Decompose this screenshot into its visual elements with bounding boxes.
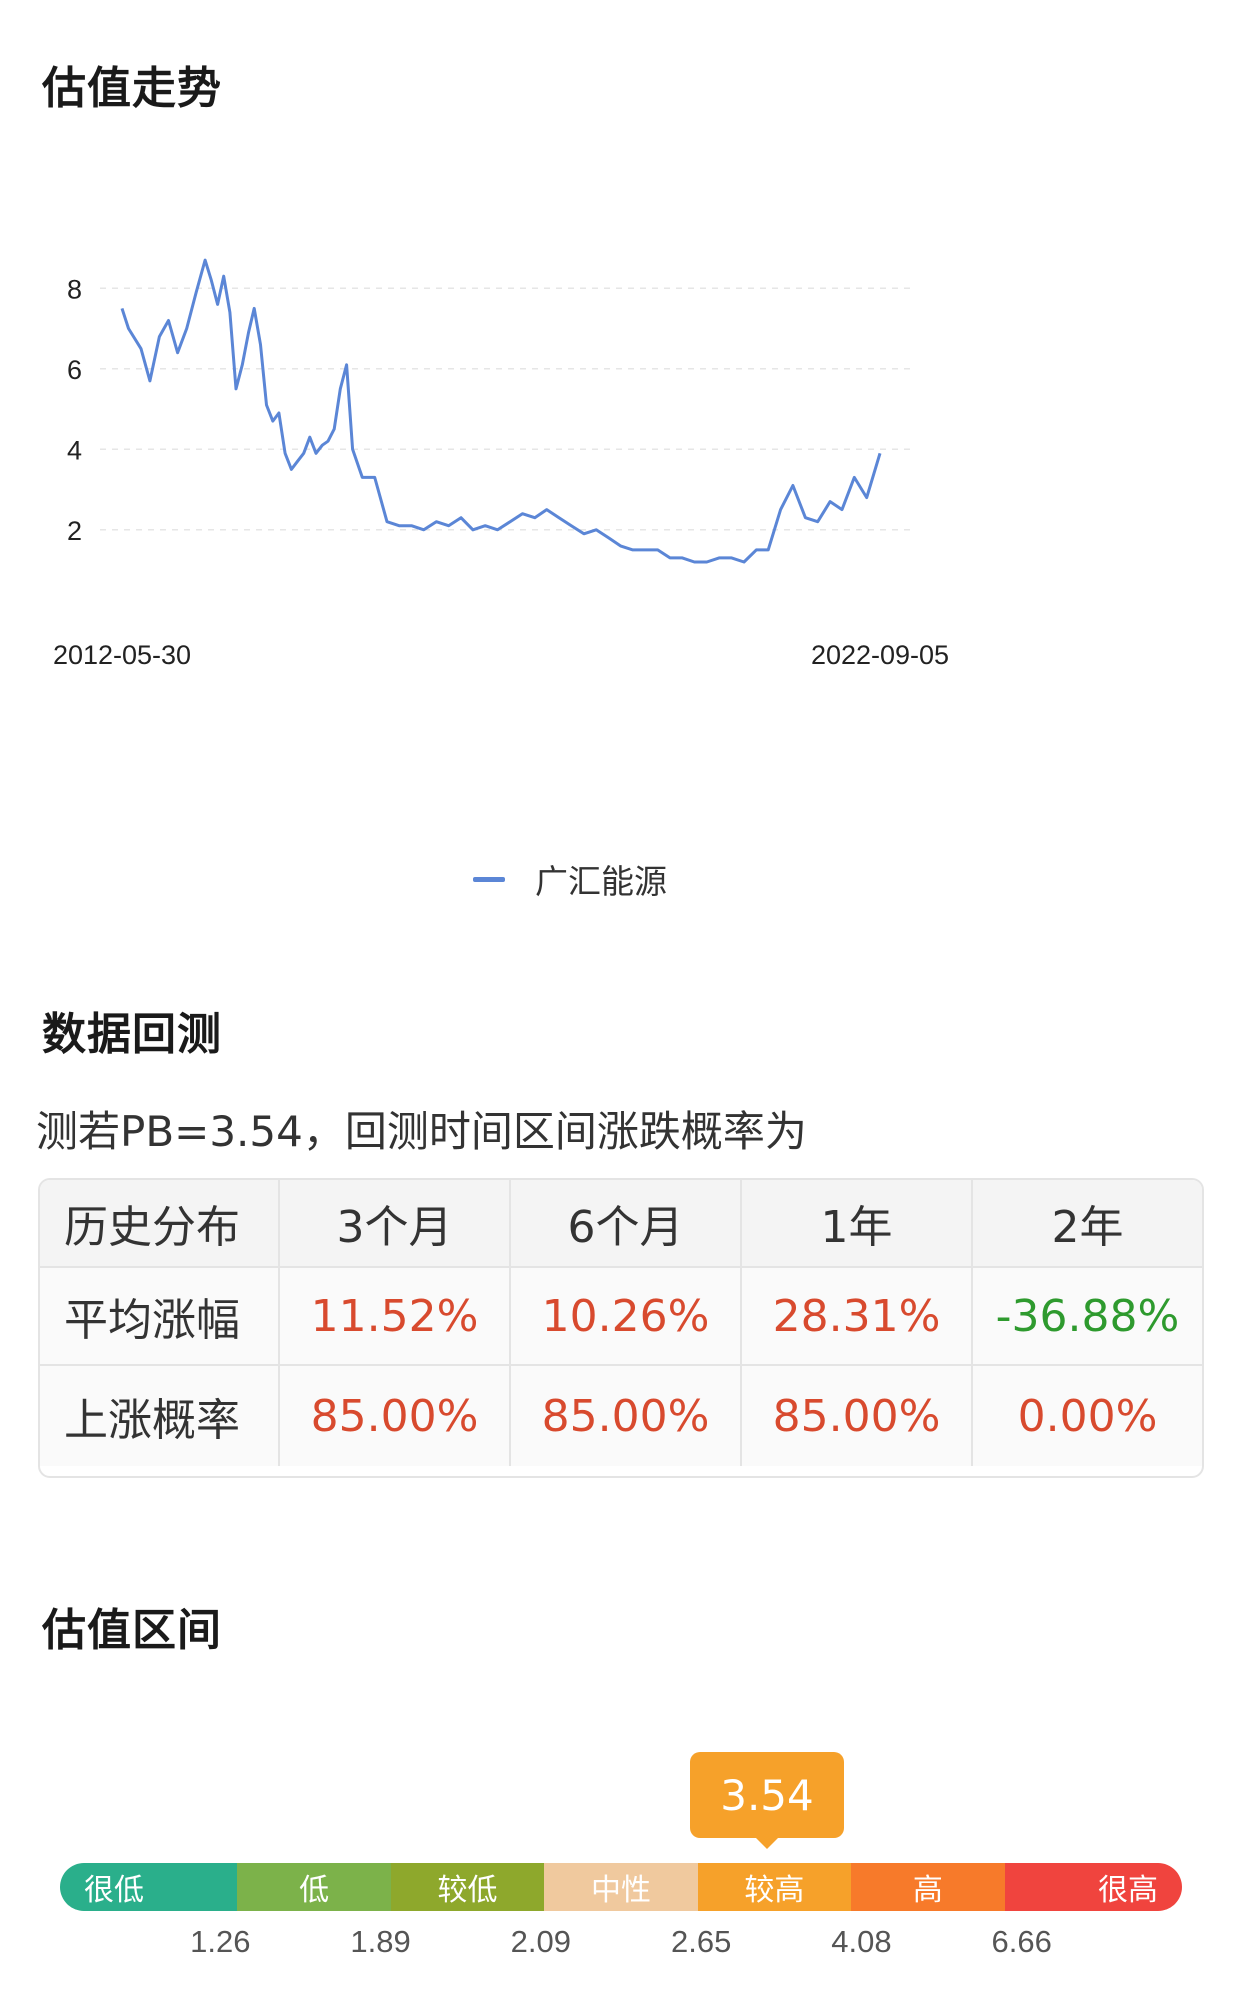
table-header-cell: 1年 xyxy=(742,1180,973,1266)
table-cell: 28.31% xyxy=(742,1268,973,1364)
x-axis-ticks: 2012-05-30 2022-09-05 xyxy=(53,640,949,670)
y-tick-label: 4 xyxy=(67,435,82,465)
backtest-description: 测若PB=3.54，回测时间区间涨跌概率为 xyxy=(36,1107,807,1156)
table-cell: -36.88% xyxy=(995,1290,1180,1342)
table-header-cell: 2年 xyxy=(1051,1202,1124,1253)
y-tick-label: 8 xyxy=(67,274,82,304)
range-segment: 低 xyxy=(237,1863,391,1911)
row-label: 平均涨幅 xyxy=(40,1268,280,1364)
table-header-cell: 3个月 xyxy=(280,1180,511,1266)
range-boundary-label: 1.89 xyxy=(350,1924,411,1959)
range-boundary-label: 2.65 xyxy=(670,1924,732,1959)
range-boundary-label: 2.09 xyxy=(510,1924,572,1959)
range-segment: 较高 xyxy=(697,1863,852,1911)
range-boundary-label: 6.66 xyxy=(991,1924,1052,1959)
row-label: 上涨概率 xyxy=(40,1366,280,1466)
trend-section-title: 估值走势 xyxy=(42,63,222,114)
range-segment: 中性 xyxy=(544,1863,698,1911)
backtest-section-title: 数据回测 xyxy=(42,1009,222,1060)
range-boundary-label: 1.26 xyxy=(190,1924,251,1959)
table-cell: 10.26% xyxy=(511,1268,742,1364)
table-header-row: 历史分布 3个月 6个月 1年 2年 xyxy=(40,1180,1202,1268)
table-row: 上涨概率 85.00% 85.00% 85.00% 0.00% xyxy=(40,1366,1202,1466)
range-segment: 较低 xyxy=(390,1863,545,1911)
table-cell: 85.00% xyxy=(742,1366,973,1466)
current-value-pointer xyxy=(755,1837,779,1849)
backtest-table: 历史分布 3个月 6个月 1年 2年 平均涨幅 11.52% 10.26% 28… xyxy=(38,1178,1204,1478)
range-boundary-label: 4.08 xyxy=(831,1924,892,1959)
chart-legend[interactable]: 广汇能源 xyxy=(473,855,667,903)
range-section-title: 估值区间 xyxy=(42,1605,222,1656)
range-segment: 很高 xyxy=(1004,1863,1182,1911)
legend-label: 广汇能源 xyxy=(535,862,667,901)
table-header-cell: 历史分布 xyxy=(40,1180,280,1266)
legend-swatch xyxy=(473,876,505,882)
table-row: 平均涨幅 11.52% 10.26% 28.31% -36.88% xyxy=(40,1268,1202,1366)
series-line-guanghui xyxy=(120,258,882,564)
y-tick-label: 6 xyxy=(67,355,82,385)
table-cell: 85.00% xyxy=(280,1366,511,1466)
table-header-cell: 6个月 xyxy=(511,1180,742,1266)
x-tick-label: 2022-09-05 xyxy=(811,640,949,670)
table-cell: 85.00% xyxy=(511,1366,742,1466)
valuation-trend-chart: 2 4 6 8 2012-05-30 2022-09-05 xyxy=(53,258,949,670)
range-segment: 很低 xyxy=(60,1863,238,1911)
range-segment: 高 xyxy=(851,1863,1005,1911)
table-cell: 0.00% xyxy=(1017,1390,1158,1442)
y-axis-ticks: 2 4 6 8 xyxy=(67,274,82,545)
valuation-range-bar: 很低低较低 中性 较高高很高 xyxy=(60,1863,1182,1911)
table-cell: 11.52% xyxy=(280,1268,511,1364)
x-tick-label: 2012-05-30 xyxy=(53,640,191,670)
current-value-marker: 3.54 xyxy=(690,1752,844,1838)
y-tick-label: 2 xyxy=(67,516,82,546)
